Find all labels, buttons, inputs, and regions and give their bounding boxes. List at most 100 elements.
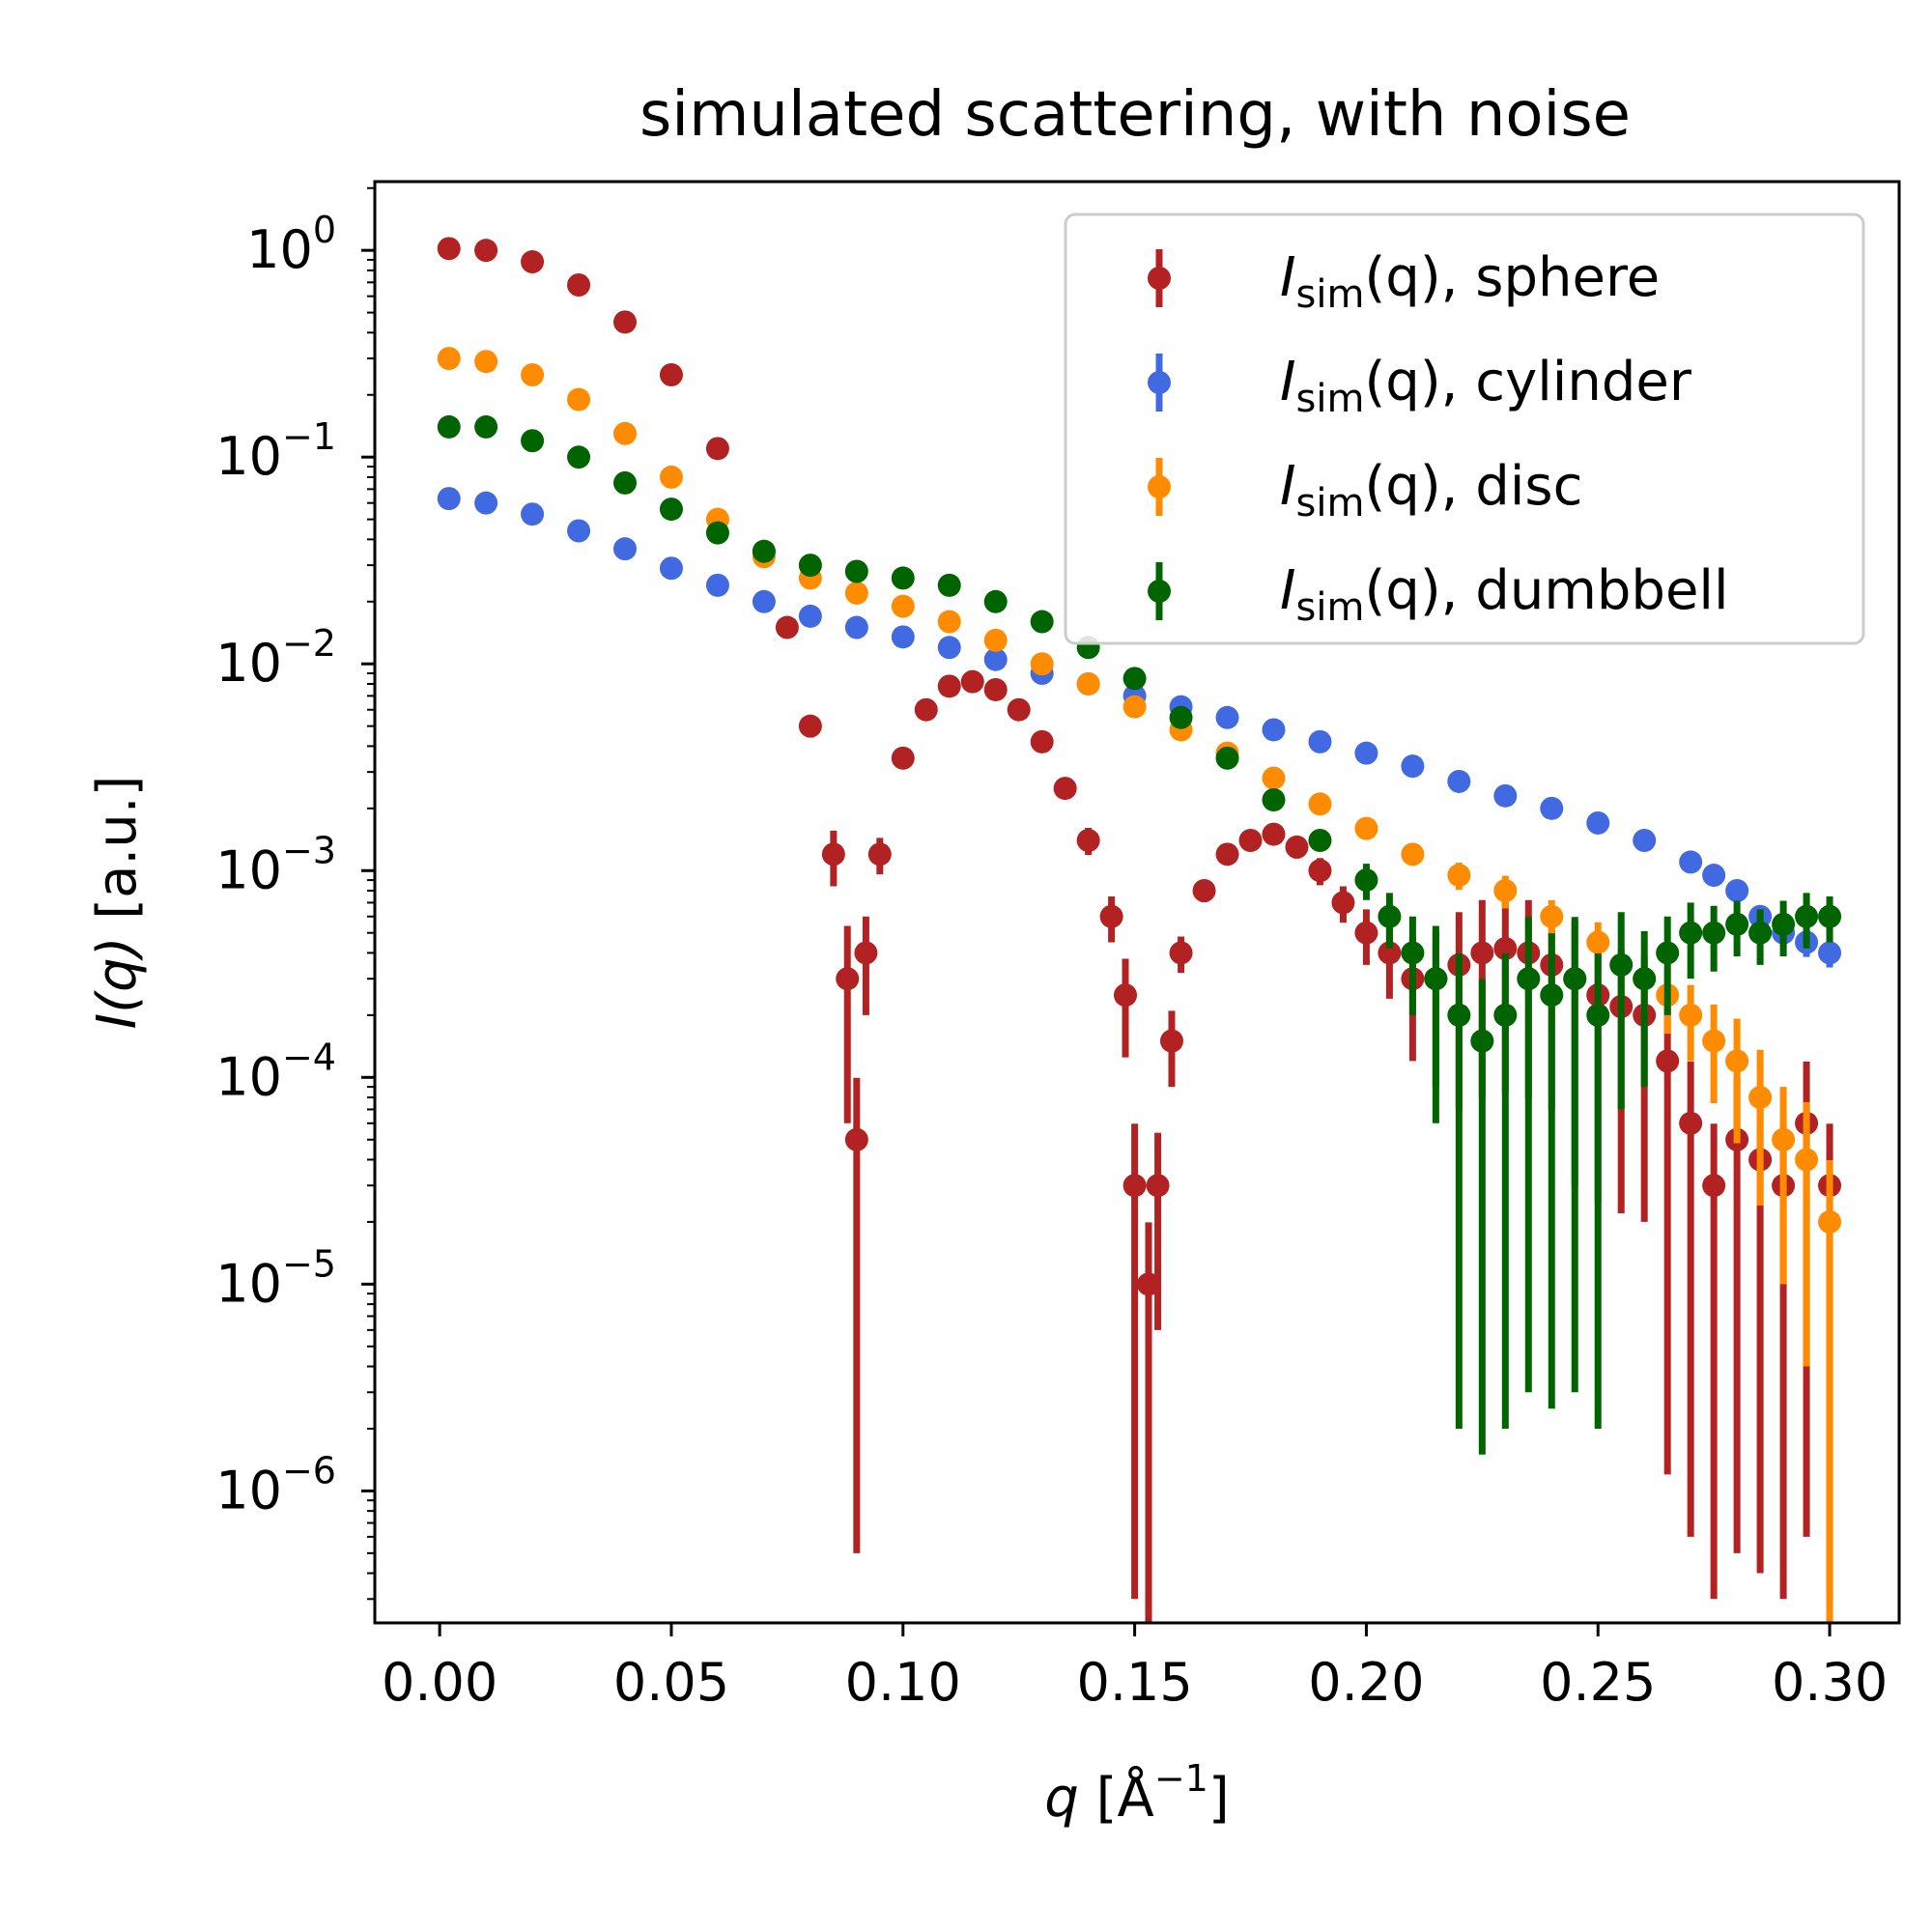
point-sphere xyxy=(567,273,591,298)
point-dumbbell xyxy=(437,414,461,439)
x-tick-label: 0.00 xyxy=(382,1652,497,1713)
point-disc xyxy=(844,581,868,605)
x-axis: 0.00 0.05 0.10 0.15 0.20 0.25 0.30 xyxy=(382,1623,1888,1713)
point-cylinder xyxy=(1493,783,1518,808)
point-dumbbell xyxy=(1122,667,1147,691)
point-disc xyxy=(1354,816,1378,840)
point-sphere xyxy=(1146,1174,1170,1198)
point-sphere xyxy=(775,615,799,639)
point-disc xyxy=(1447,864,1471,888)
point-sphere xyxy=(960,669,984,694)
y-axis: 100 10−1 10−2 10−3 10−4 10−5 10−6 xyxy=(215,186,375,1601)
point-sphere xyxy=(1136,1272,1160,1296)
point-disc xyxy=(1702,1029,1726,1053)
point-cylinder xyxy=(1633,828,1657,852)
point-sphere xyxy=(867,842,892,867)
y-tick-label: 10−2 xyxy=(215,622,336,694)
point-dumbbell xyxy=(521,429,545,453)
point-disc xyxy=(521,363,545,387)
point-sphere xyxy=(1331,891,1355,915)
point-sphere xyxy=(1702,1174,1726,1198)
point-disc xyxy=(1262,766,1286,790)
point-cylinder xyxy=(1447,769,1471,793)
point-dumbbell xyxy=(1169,705,1193,729)
x-tick-label: 0.15 xyxy=(1076,1652,1192,1713)
point-cylinder xyxy=(891,625,915,649)
point-dumbbell xyxy=(613,470,638,495)
point-cylinder xyxy=(1401,754,1425,779)
point-sphere xyxy=(1354,921,1378,945)
point-disc xyxy=(1679,1003,1703,1027)
point-disc xyxy=(891,594,915,618)
point-dumbbell xyxy=(937,573,961,597)
point-cylinder xyxy=(437,487,461,511)
point-dumbbell xyxy=(1586,1003,1610,1027)
point-disc xyxy=(437,347,461,371)
point-sphere xyxy=(705,437,729,461)
x-label-unit: [Å xyxy=(1079,1766,1154,1830)
y-tick-label: 100 xyxy=(246,209,336,280)
point-dumbbell xyxy=(752,539,776,563)
series-layer xyxy=(437,237,1842,1623)
point-dumbbell xyxy=(1633,967,1657,991)
x-tick-label: 0.05 xyxy=(613,1652,729,1713)
point-dumbbell xyxy=(1563,967,1587,991)
point-sphere xyxy=(1053,777,1077,801)
point-dumbbell xyxy=(1354,868,1378,893)
y-tick-label: 10−1 xyxy=(215,415,336,487)
point-cylinder xyxy=(659,556,683,581)
point-dumbbell xyxy=(659,497,683,522)
point-disc xyxy=(567,387,591,412)
point-cylinder xyxy=(1215,705,1239,729)
point-disc xyxy=(474,350,498,374)
point-sphere xyxy=(1215,842,1239,867)
point-sphere xyxy=(937,674,961,698)
legend-marker-sphere xyxy=(1148,267,1171,290)
legend-label-sphere: Isim(q), sphere xyxy=(1280,246,1660,317)
x-tick-label: 0.25 xyxy=(1540,1652,1656,1713)
legend: Isim(q), sphere Isim(q), cylinder Isim(q),… xyxy=(1064,213,1865,645)
legend-marker-dumbbell xyxy=(1148,580,1171,603)
point-disc xyxy=(659,465,683,489)
point-sphere xyxy=(914,697,938,722)
point-sphere xyxy=(798,714,822,738)
point-disc xyxy=(1772,1127,1796,1151)
point-sphere xyxy=(821,842,845,867)
point-dumbbell xyxy=(798,554,822,578)
point-sphere xyxy=(1159,1029,1183,1053)
point-cylinder xyxy=(1308,729,1332,753)
y-tick-label: 10−4 xyxy=(215,1036,336,1107)
point-dumbbell xyxy=(1748,921,1773,945)
point-cylinder xyxy=(1586,810,1610,835)
point-disc xyxy=(1401,842,1425,867)
point-sphere xyxy=(521,250,545,274)
point-sphere xyxy=(1308,859,1332,883)
point-cylinder xyxy=(521,502,545,526)
legend-label-dumbbell: Isim(q), dumbbell xyxy=(1280,559,1729,630)
point-cylinder xyxy=(1725,879,1749,903)
point-disc xyxy=(1818,1209,1842,1234)
point-cylinder xyxy=(844,615,868,639)
point-disc xyxy=(1725,1049,1749,1073)
point-sphere xyxy=(836,967,860,991)
point-sphere xyxy=(474,239,498,263)
y-label-symbol: I(q) xyxy=(86,937,149,1030)
point-sphere xyxy=(1378,941,1402,965)
point-dumbbell xyxy=(1262,787,1286,811)
point-dumbbell xyxy=(1517,967,1541,991)
point-sphere xyxy=(659,363,683,387)
x-tick-label: 0.10 xyxy=(845,1652,961,1713)
point-sphere xyxy=(1169,941,1193,965)
point-sphere xyxy=(1122,1174,1147,1198)
y-tick-label: 10−5 xyxy=(215,1242,336,1314)
point-sphere xyxy=(1285,835,1309,859)
point-dumbbell xyxy=(1030,610,1054,634)
series-dumbbell xyxy=(437,414,1842,1455)
point-disc xyxy=(1076,671,1100,696)
point-disc xyxy=(937,610,961,634)
point-sphere xyxy=(1099,904,1123,928)
chart-title: simulated scattering, with noise xyxy=(639,79,1631,151)
point-sphere xyxy=(1238,828,1263,852)
point-cylinder xyxy=(567,519,591,543)
y-tick-label: 10−6 xyxy=(215,1449,336,1520)
